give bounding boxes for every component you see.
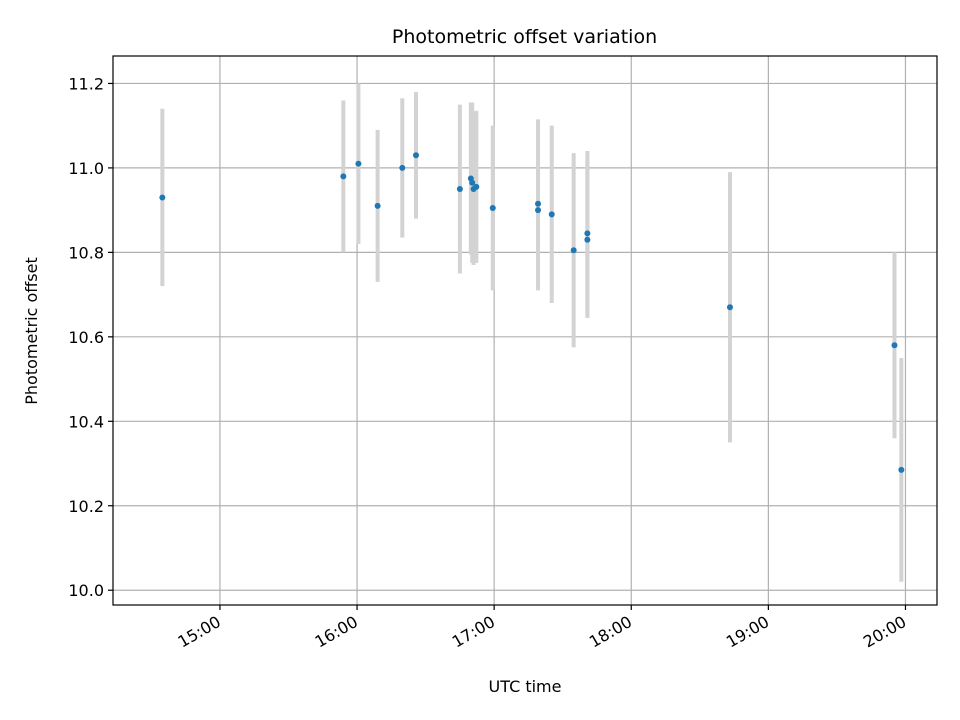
data-point: [159, 194, 166, 201]
data-point: [584, 236, 591, 243]
data-point: [340, 173, 347, 180]
y-tick-label: 11.0: [68, 159, 104, 178]
data-point: [456, 186, 463, 193]
y-tick-label: 10.2: [68, 497, 104, 516]
data-point: [413, 152, 420, 159]
data-point: [374, 202, 381, 209]
y-tick-label: 10.4: [68, 412, 104, 431]
plot-area-frame: [112, 55, 938, 606]
data-point: [399, 164, 406, 171]
data-point: [584, 230, 591, 237]
data-points: [159, 152, 905, 473]
data-point: [535, 200, 542, 207]
y-tick-label: 10.0: [68, 581, 104, 600]
data-point: [535, 207, 542, 214]
data-point: [726, 304, 733, 311]
grid: [113, 56, 937, 605]
data-point: [548, 211, 555, 218]
data-point: [570, 247, 577, 254]
chart-title: Photometric offset variation: [392, 26, 657, 48]
data-point: [469, 179, 476, 186]
y-tick-label: 11.2: [68, 74, 104, 93]
y-tick-label: 10.6: [68, 328, 104, 347]
y-axis-label: Photometric offset: [22, 257, 41, 405]
data-point: [891, 342, 898, 349]
x-axis-label: UTC time: [489, 677, 562, 696]
data-point: [355, 160, 362, 167]
y-tick-label: 10.8: [68, 243, 104, 262]
data-point: [898, 466, 905, 473]
data-point: [473, 183, 480, 190]
y-axis-ticks: 10.0 10.2 10.4 10.6 10.8 11.0 11.2: [68, 74, 113, 600]
data-point: [489, 205, 496, 212]
